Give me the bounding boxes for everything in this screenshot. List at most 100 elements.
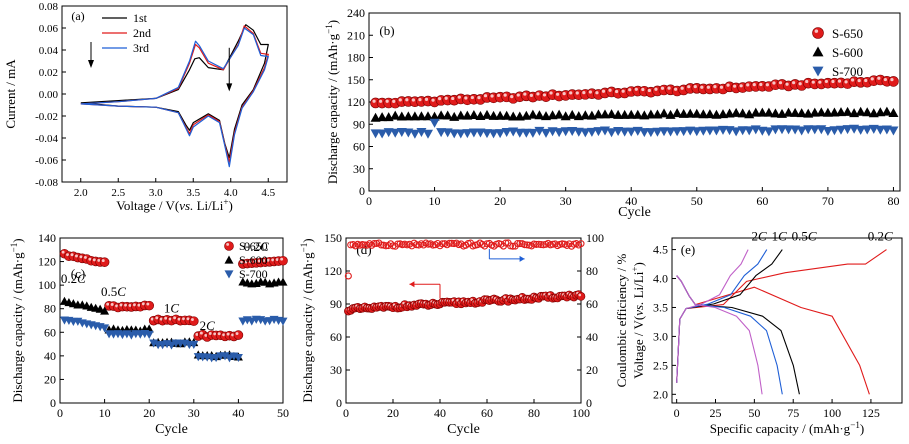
panel-b-point-S-600 <box>390 110 401 120</box>
panel-e-xtick-label: 125 <box>862 406 880 420</box>
panel-c-xlabel: Cycle <box>155 422 188 437</box>
panel-a-arrow-left-head <box>88 60 94 68</box>
panel-b-point-S-650-shine <box>864 78 868 83</box>
panel-b-point-S-700 <box>888 126 899 136</box>
panel-b-point-S-700 <box>875 125 886 135</box>
panel-b-point-S-700 <box>691 127 702 137</box>
panel-d-y2label: Coulombic efficiency / % <box>614 253 629 387</box>
panel-c-point-S-700 <box>100 324 110 333</box>
panel-c-ytick-label: 80 <box>44 302 56 316</box>
panel-c-point-S-600 <box>100 306 110 315</box>
panel-c-rate-label: 0.2C <box>61 271 86 286</box>
panel-b-point-S-650-shine <box>713 85 717 89</box>
panel-c-point-S-650-shine <box>191 318 194 321</box>
panel-c-point-S-650-shine <box>222 333 226 337</box>
panel-b-xtick-label: 70 <box>822 194 834 208</box>
panel-b-point-S-600 <box>796 108 807 118</box>
panel-b-point-S-650-shine <box>746 83 750 87</box>
panel-b-point-S-650-shine <box>608 88 612 92</box>
panel-d-point-efficiency <box>577 240 585 248</box>
panel-b-ytick-label: 180 <box>347 51 365 65</box>
panel-b-point-S-600 <box>403 111 414 121</box>
panel-b-xtick-label: 60 <box>756 194 768 208</box>
panel-a-ytick-label: 0.00 <box>39 89 59 101</box>
panel-b-xtick-label: 30 <box>560 194 572 208</box>
panel-c-point-S-650-shine <box>231 333 235 337</box>
panel-d-ytick-label: 60 <box>330 330 342 344</box>
panel-d-ytick-label: 150 <box>324 231 342 245</box>
panel-a-ytick-label: -0.02 <box>35 111 58 123</box>
panel-b-point-S-600 <box>698 109 709 119</box>
panel-b-point-S-700 <box>370 129 381 139</box>
panel-d-point-efficiency <box>565 240 573 248</box>
panel-d-point-efficiency <box>394 240 402 248</box>
panel-c-rate-label: 0.2C <box>244 239 269 254</box>
panel-b-point-S-600 <box>488 110 499 120</box>
panel-b-point-S-600 <box>855 106 866 116</box>
panel-a-legend-label: 2nd <box>133 26 151 40</box>
panel-c-point-S-650-shine <box>199 331 203 335</box>
panel-b-point-S-700 <box>390 128 401 138</box>
panel-b-point-S-650-shine <box>844 80 848 84</box>
panel-c-point-S-650-shine <box>235 332 239 335</box>
panel-b-point-S-700 <box>541 128 551 138</box>
panel-b-point-S-700 <box>488 129 499 139</box>
panel-b-point-S-650-shine <box>811 80 815 84</box>
panel-a-ytick-label: 0.08 <box>39 1 59 13</box>
panel-b-point-S-700 <box>763 127 774 137</box>
panel-c-point-S-650-shine <box>271 258 275 262</box>
panel-d-xtick-label: 100 <box>572 406 590 420</box>
panel-b-point-S-600 <box>442 110 453 120</box>
panel-b-point-S-700 <box>777 125 787 135</box>
panel-c-point-S-650-shine <box>110 303 114 306</box>
panel-d-point-efficiency <box>361 241 369 249</box>
panel-b-point-S-700 <box>711 126 722 136</box>
panel-a-ytick-label: -0.08 <box>35 177 58 189</box>
panel-d-point-efficiency <box>513 239 522 248</box>
panel-c-xtick-label: 0 <box>57 406 63 420</box>
panel-c-point-S-650-shine <box>137 303 141 307</box>
panel-d-point-efficiency <box>523 241 531 249</box>
panel-b-point-S-600 <box>809 107 820 117</box>
panel-e-ytick-label: 3.0 <box>653 329 668 343</box>
panel-d-ylabel: Discharge capacity / (mAh·g−1) <box>299 238 315 402</box>
panel-b-point-S-650-shine <box>615 89 619 94</box>
panel-b-point-S-700 <box>652 127 663 137</box>
panel-e-ytick-label: 4.0 <box>653 272 668 286</box>
panel-c-point-S-650 <box>278 255 288 266</box>
panel-b-point-S-700 <box>836 125 846 135</box>
panel-a-frame <box>61 5 288 183</box>
panel-b-point-S-650-shine <box>457 95 461 99</box>
panel-b-point-S-700 <box>468 128 479 138</box>
panel-b-point-S-700 <box>482 129 492 139</box>
panel-a-arrow-mid-head <box>226 83 233 92</box>
panel-b-point-S-600 <box>862 107 873 117</box>
panel-b-point-S-650-shine <box>569 91 573 95</box>
panel-a-series-1st <box>80 24 269 159</box>
panel-c-legend-label: S-700 <box>239 267 268 281</box>
panel-b-point-S-700 <box>803 125 814 135</box>
panel-b-point-S-650-shine <box>405 98 409 102</box>
panel-c-point-S-650-shine <box>280 257 284 261</box>
panel-b-point-S-650-shine <box>831 79 835 84</box>
panel-c-point-S-650-shine <box>266 258 270 262</box>
panel-b-point-S-600 <box>731 107 742 117</box>
panel-b-legend-marker <box>812 27 824 39</box>
panel-b-point-S-700 <box>659 127 669 137</box>
panel-b-point-S-650-shine <box>372 99 376 103</box>
panel-b-point-S-700 <box>665 127 676 137</box>
panel-b-point-S-600 <box>763 107 774 117</box>
panel-e-xtick-label: 25 <box>710 406 722 420</box>
panel-b-point-S-650-shine <box>680 86 684 90</box>
panel-b-point-S-700 <box>829 126 840 136</box>
panel-a-xtick-label: 4.5 <box>261 187 275 199</box>
panel-c-legend-marker <box>224 270 234 279</box>
panel-b-point-S-650-shine <box>700 85 704 89</box>
panel-d-y2tick-label: 20 <box>586 363 598 377</box>
panel-b-ytick-label: 30 <box>353 162 365 176</box>
panel-e-charge-0.5C <box>676 249 783 383</box>
panel-b-xtick-label: 40 <box>625 194 637 208</box>
panel-b-point-S-600 <box>409 111 420 121</box>
panel-b-xtick-label: 80 <box>887 194 899 208</box>
panel-d-point-efficiency <box>483 240 491 248</box>
